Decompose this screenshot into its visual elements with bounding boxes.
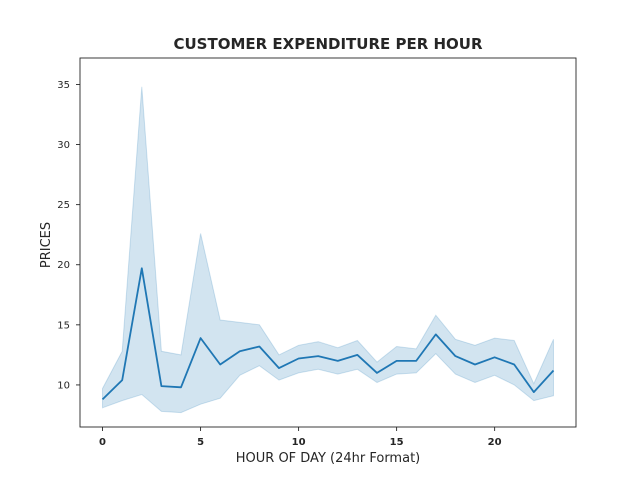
y-tick-label: 15: [57, 320, 70, 331]
y-tick-label: 30: [57, 140, 70, 151]
y-tick-label: 35: [57, 80, 70, 91]
plot-frame: [79, 57, 577, 428]
x-tick-label: 20: [488, 437, 502, 448]
x-tick-label: 0: [99, 437, 106, 448]
x-tick-label: 10: [292, 437, 306, 448]
x-tick-label: 15: [390, 437, 404, 448]
x-axis-label: HOUR OF DAY (24hr Format): [236, 451, 420, 466]
series-line: [101, 267, 555, 401]
x-tick-label: 5: [197, 437, 204, 448]
chart-title: CUSTOMER EXPENDITURE PER HOUR: [173, 35, 482, 53]
confidence-band: [102, 86, 554, 414]
x-axis: 0 5 10 15 20: [99, 427, 502, 448]
y-tick-label: 20: [57, 260, 70, 271]
plot-area: [101, 86, 555, 414]
y-axis: 10 15 20 25 30 35: [57, 80, 80, 391]
y-tick-label: 25: [57, 200, 70, 211]
y-axis-label: PRICES: [39, 222, 54, 268]
y-tick-label: 10: [57, 380, 70, 391]
